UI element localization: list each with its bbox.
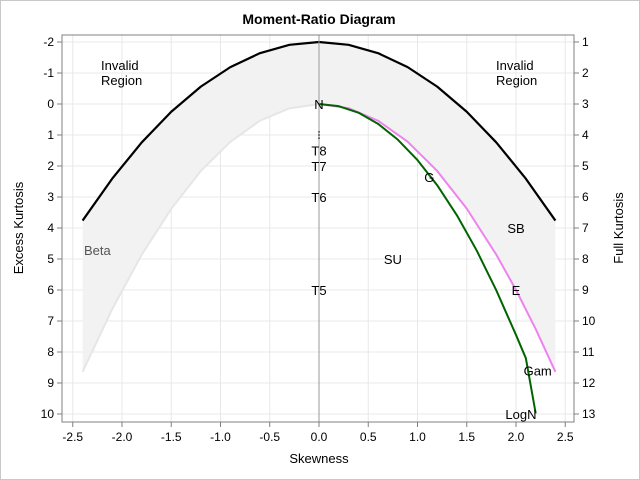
t-dot: [318, 131, 320, 133]
invalid-right-line2: Region: [496, 73, 537, 88]
annotation-t8: T8: [311, 144, 326, 159]
y-tick-label: -2: [43, 35, 54, 49]
y2-tick-label: 3: [582, 97, 589, 111]
beta-region-left-fill: [82, 42, 319, 372]
x-axis-label: Skewness: [289, 451, 349, 466]
x-tick-label: 2.5: [557, 430, 574, 444]
y-tick-label: 1: [47, 128, 54, 142]
annotation-logn: LogN: [505, 407, 536, 422]
annotation-t5: T5: [311, 283, 326, 298]
t-dots: [318, 131, 320, 140]
t-dot: [318, 134, 320, 136]
y2-tick-label: 2: [582, 66, 589, 80]
y-tick-label: 9: [47, 376, 54, 390]
annotation-t7: T7: [311, 159, 326, 174]
annotation-t6: T6: [311, 190, 326, 205]
annotation-gam: Gam: [524, 364, 552, 379]
y-axis-label: Excess Kurtosis: [11, 181, 26, 274]
y2-tick-label: 6: [582, 190, 589, 204]
y2-tick-label: 4: [582, 128, 589, 142]
invalid-left-line2: Region: [101, 73, 142, 88]
annotation-g: G: [424, 170, 434, 185]
y-tick-label: 7: [47, 314, 54, 328]
annotation-e: E: [512, 283, 521, 298]
annotation-su: SU: [384, 252, 402, 267]
x-tick-label: -2.0: [112, 430, 133, 444]
y-tick-label: 10: [41, 407, 55, 421]
y-tick-label: -1: [43, 66, 54, 80]
invalid-left-line1: Invalid: [101, 58, 139, 73]
x-tick-label: -0.5: [259, 430, 280, 444]
y2-axis-label: Full Kurtosis: [611, 192, 626, 264]
y2-tick-label: 13: [582, 407, 596, 421]
lognormal-line: [318, 103, 537, 414]
y2-tick-label: 7: [582, 221, 589, 235]
y2-tick-label: 5: [582, 159, 589, 173]
y2-tick-label: 8: [582, 252, 589, 266]
beta-region-right-fill: [319, 42, 556, 372]
annotation-sb: SB: [507, 221, 524, 236]
y2-tick-label: 11: [582, 345, 595, 359]
beta-lower-edge-line: [81, 103, 320, 373]
x-tick-label: -1.5: [161, 430, 182, 444]
x-tick-label: -2.5: [62, 430, 83, 444]
y-tick-label: 4: [47, 221, 54, 235]
y-tick-label: 2: [47, 159, 54, 173]
x-tick-label: 1.0: [409, 430, 426, 444]
y2-tick-label: 9: [582, 283, 589, 297]
x-tick-label: -1.0: [210, 430, 231, 444]
y-tick-label: 5: [47, 252, 54, 266]
chart-title: Moment-Ratio Diagram: [242, 11, 395, 27]
t-dot: [318, 137, 320, 140]
y-tick-label: 6: [47, 283, 54, 297]
x-tick-label: 0.0: [311, 430, 328, 444]
x-tick-label: 0.5: [360, 430, 377, 444]
invalid-right-line1: Invalid: [496, 58, 534, 73]
axis-ticks: -2.5 -2.0 -1.5 -1.0 -0.5 0.0 0.5 1.0 1.5 2.0 2.5 -2…: [41, 35, 596, 444]
y-tick-label: 8: [47, 345, 54, 359]
y2-tick-label: 1: [582, 35, 589, 49]
x-tick-label: 2.0: [508, 430, 525, 444]
y-tick-label: 3: [47, 190, 54, 204]
annotation-n: N: [314, 97, 323, 112]
regions: [82, 42, 556, 372]
y2-tick-label: 10: [582, 314, 596, 328]
beta-region-label: Beta: [84, 243, 112, 258]
y-tick-label: 0: [47, 97, 54, 111]
y2-tick-label: 12: [582, 376, 596, 390]
x-tick-label: 1.5: [458, 430, 475, 444]
